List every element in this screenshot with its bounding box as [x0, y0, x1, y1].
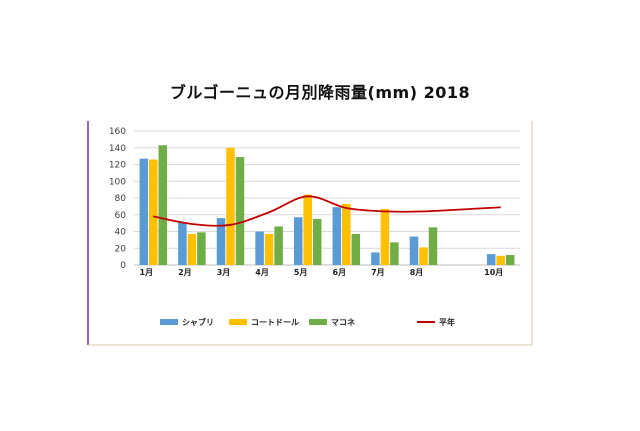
- y-tick-label: 40: [115, 228, 127, 238]
- bars: [139, 145, 515, 265]
- bar: [496, 255, 505, 265]
- x-category-label: 1月: [140, 268, 154, 277]
- y-tick-label: 80: [115, 194, 127, 204]
- y-tick-label: 160: [109, 127, 126, 137]
- bar: [303, 194, 312, 265]
- x-category-label: 6月: [333, 268, 347, 277]
- bar: [380, 208, 390, 265]
- bar: [255, 231, 264, 265]
- y-tick-label: 140: [109, 144, 126, 154]
- x-category-label: 7月: [371, 268, 385, 277]
- x-category-label: 8月: [410, 268, 424, 277]
- bar: [371, 252, 380, 265]
- legend-label: マコネ: [331, 317, 355, 327]
- y-tick-label: 100: [109, 177, 126, 187]
- bar: [197, 232, 206, 265]
- bar: [390, 242, 399, 265]
- bar: [149, 159, 158, 265]
- legend-label: コートドール: [251, 318, 299, 327]
- y-tick-label: 0: [120, 261, 126, 271]
- bar: [419, 247, 428, 265]
- bar: [158, 145, 168, 265]
- x-category-label: 3月: [217, 268, 231, 277]
- bar: [409, 236, 419, 265]
- legend-label: 平年: [439, 317, 455, 327]
- bar: [428, 227, 438, 265]
- legend-label: シャブリ: [182, 317, 214, 327]
- bar: [486, 254, 496, 265]
- chart-title: ブルゴーニュの月別降雨量(mm) 2018: [169, 83, 471, 102]
- x-category-label: 4月: [255, 268, 269, 277]
- bar: [216, 218, 226, 265]
- gridlines: [134, 130, 520, 266]
- average-line: [153, 195, 501, 227]
- category-labels: 1月 2月 3月 4月 5月 6月 7月 8月 10月: [140, 268, 504, 277]
- legend-swatch: [229, 319, 247, 325]
- legend-swatch: [309, 319, 327, 325]
- bar: [351, 234, 361, 265]
- x-category-label: 5月: [294, 268, 308, 277]
- bar: [312, 218, 322, 265]
- legend-swatch: [160, 319, 178, 325]
- bar: [293, 217, 303, 265]
- y-tick-label: 60: [115, 211, 127, 221]
- bar: [178, 222, 187, 265]
- average-line-group: [153, 195, 501, 227]
- bar: [187, 234, 197, 265]
- bar: [342, 203, 351, 265]
- bar: [505, 254, 515, 265]
- y-axis-ticks: 0 20 40 60 80 100 120 140 160: [109, 127, 126, 271]
- bar: [274, 226, 283, 265]
- bar: [226, 147, 235, 265]
- bar: [332, 207, 342, 265]
- legend: シャブリ コートドール マコネ 平年: [160, 317, 455, 327]
- bar: [264, 234, 274, 265]
- bar: [139, 158, 149, 265]
- y-tick-label: 20: [115, 244, 127, 254]
- bar: [235, 156, 245, 265]
- y-tick-label: 120: [109, 161, 126, 171]
- x-category-label: 2月: [178, 268, 192, 277]
- x-category-label: 10月: [484, 268, 503, 277]
